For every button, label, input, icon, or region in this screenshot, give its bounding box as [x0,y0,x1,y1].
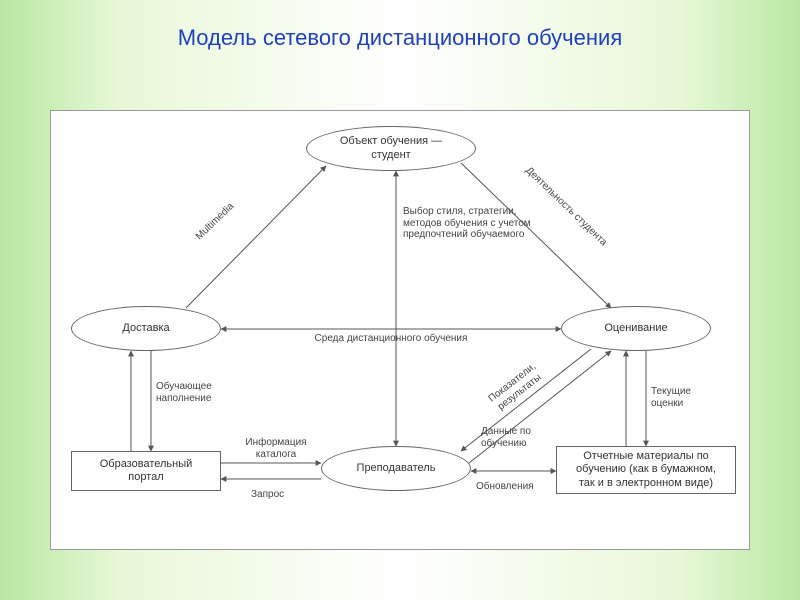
label-multimedia: Multimedia [194,201,237,243]
node-delivery-label: Доставка [122,322,169,335]
node-delivery: Доставка [71,306,221,351]
node-assessment-label: Оценивание [604,322,667,335]
page-title: Модель сетевого дистанционного обучения [0,0,800,51]
node-reports: Отчетные материалы по обучению (как в бу… [556,446,736,494]
label-current-grades: Текущие оценки [651,386,711,409]
node-reports-label1: Отчетные материалы по [583,450,709,462]
node-reports-label3: так и в электронном виде) [579,477,713,489]
label-learning-content: Обучающее наполнение [156,381,236,404]
node-portal-label2: портал [128,471,163,483]
node-student-label2: студент [371,149,410,161]
label-learning-data: Данные по обучению [481,426,571,449]
label-environment: Среда дистанционного обучения [251,333,531,345]
label-request: Запрос [251,489,284,501]
node-assessment: Оценивание [561,306,711,351]
label-choice: Выбор стиля, стратегии, методов обучения… [403,206,543,241]
node-student: Объект обучения — студент [306,126,476,171]
node-reports-label2: обучению (как в бумажном, [576,463,716,475]
node-portal-label1: Образовательный [100,458,193,470]
node-student-label1: Объект обучения — [340,135,442,147]
node-teacher-label: Преподаватель [357,462,436,475]
node-teacher: Преподаватель [321,446,471,491]
diagram-frame: Объект обучения — студент Доставка Оцени… [50,110,750,550]
label-indicators: Показатели, результаты [473,351,558,425]
label-catalog-info: Информация каталога [231,437,321,460]
label-updates: Обновления [476,481,534,493]
node-portal: Образовательный портал [71,451,221,491]
